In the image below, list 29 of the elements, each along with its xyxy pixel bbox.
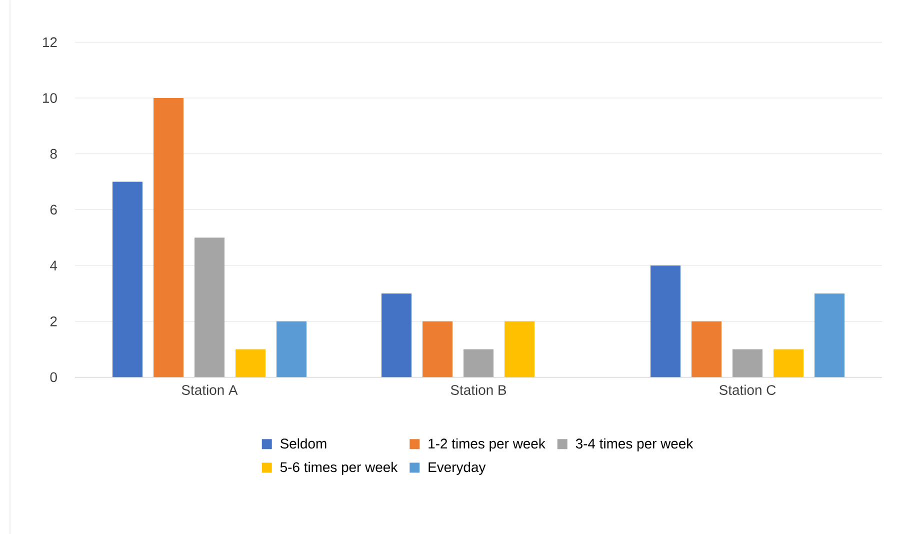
bar [464,349,494,378]
bar [504,321,535,378]
bar [236,349,266,378]
y-tick-label: 2 [50,316,57,326]
y-tick-label: 10 [43,92,57,103]
bar [112,182,143,378]
bar [154,98,184,378]
x-tick-label: Station C [719,384,776,395]
legend-label: Everyday [428,462,486,475]
y-tick-label: 12 [43,37,57,47]
bar [814,293,845,378]
y-tick-label: 0 [50,372,57,382]
y-tick-label: 6 [50,204,57,214]
bar [692,321,722,378]
bar [276,321,307,378]
bar [774,349,804,378]
legend-label: 1-2 times per week [428,438,546,452]
x-tick-label: Station B [450,384,506,395]
y-tick-label: 8 [50,148,57,159]
y-tick-label: 4 [50,260,58,270]
bar [732,349,763,378]
bar [650,265,681,378]
bar [194,237,225,378]
bar [422,321,453,378]
legend-label: Seldom [280,438,326,448]
x-tick-label: Station A [182,384,238,395]
legend-label: 3-4 times per week [576,438,694,452]
legend-label: 5-6 times per week [280,462,398,475]
bar [382,293,412,378]
